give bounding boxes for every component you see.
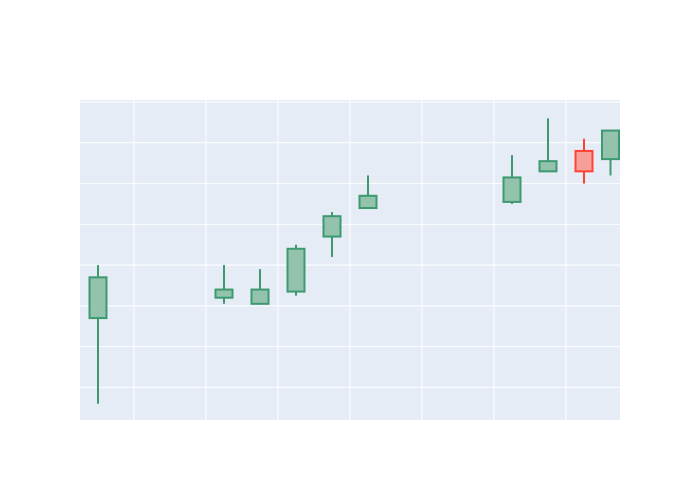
candle-increasing — [322, 212, 342, 257]
candle-increasing — [250, 269, 270, 305]
candle-increasing — [538, 118, 558, 173]
candle-body — [358, 194, 378, 210]
candle-increasing — [358, 175, 378, 210]
candle-body — [286, 247, 306, 293]
candle-body — [214, 288, 234, 299]
candle-body — [574, 149, 594, 173]
candle-increasing — [601, 129, 620, 176]
candle-increasing — [214, 265, 234, 304]
candle-body — [502, 176, 522, 203]
candles — [88, 118, 620, 404]
candle-body — [322, 215, 342, 238]
candle-body — [601, 129, 620, 161]
candle-body — [88, 276, 108, 320]
candle-body — [538, 160, 558, 173]
candle-increasing — [88, 265, 108, 404]
candle-decreasing — [574, 138, 594, 184]
grid-lines — [80, 100, 620, 420]
candle-body — [250, 288, 270, 305]
candle-increasing — [286, 244, 306, 296]
candle-increasing — [502, 155, 522, 204]
